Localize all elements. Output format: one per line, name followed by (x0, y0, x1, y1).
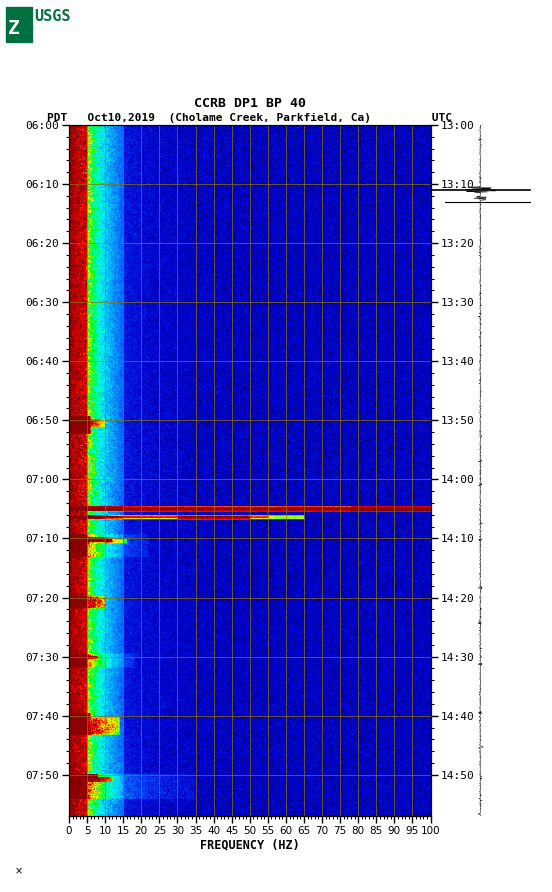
Text: USGS: USGS (35, 9, 71, 24)
Text: CCRB DP1 BP 40: CCRB DP1 BP 40 (194, 96, 306, 110)
Bar (6, 7, 32, 42)
Text: PDT   Oct10,2019  (Cholame Creek, Parkfield, Ca)         UTC: PDT Oct10,2019 (Cholame Creek, Parkfield… (47, 113, 452, 123)
X-axis label: FREQUENCY (HZ): FREQUENCY (HZ) (200, 838, 300, 852)
Text: Z: Z (7, 19, 19, 37)
Text: $\times$: $\times$ (14, 866, 23, 876)
